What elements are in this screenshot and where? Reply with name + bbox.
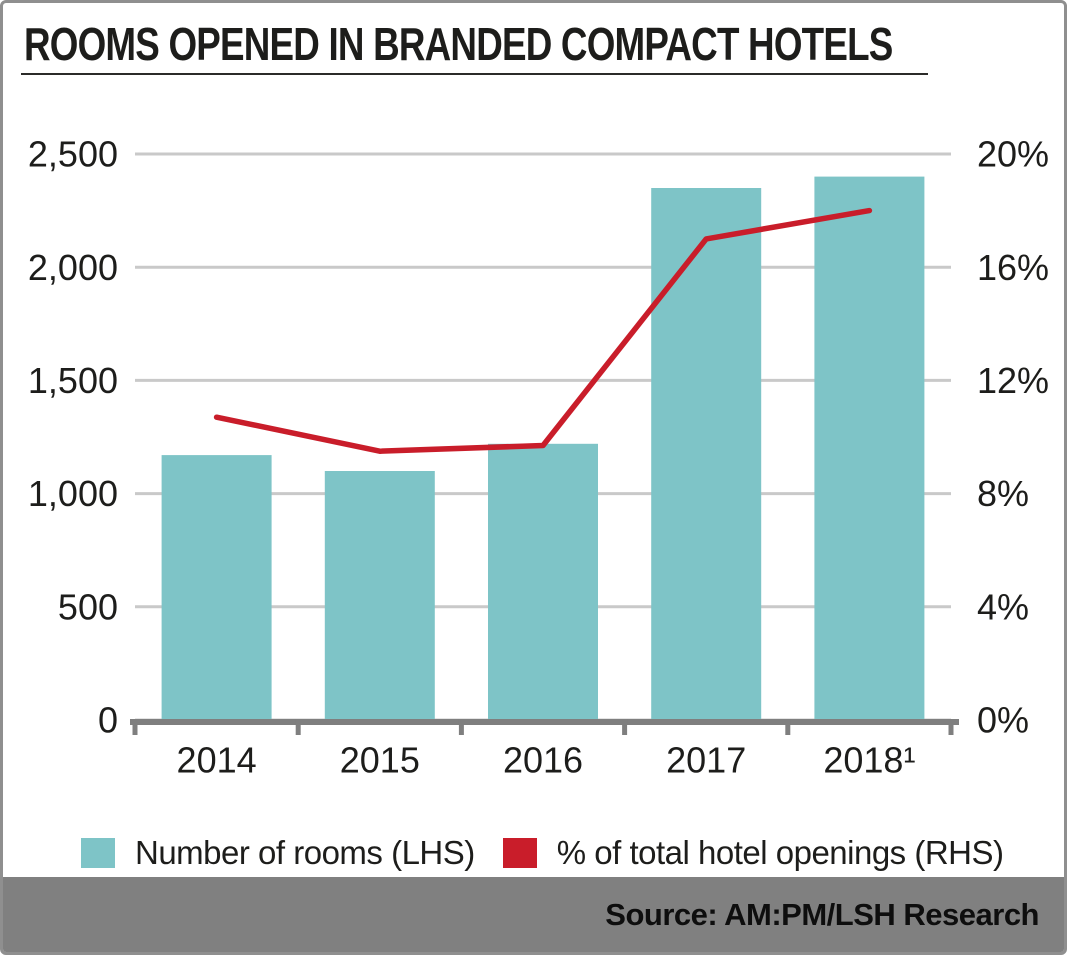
right-axis-label: 0%: [977, 700, 1029, 741]
bar-2014: [161, 455, 272, 720]
chart-svg: 0 500 1,000 1,500 2,000 2,500 0% 4% 8% 12% 16% 20% 2…: [28, 134, 1049, 781]
left-axis-label: 2,000: [28, 247, 118, 288]
x-axis-label: 2017: [666, 740, 746, 781]
openings-line: [213, 207, 873, 454]
x-axis-label: 2016: [503, 740, 583, 781]
legend-item-rooms: Number of rooms (LHS): [81, 834, 475, 872]
rooms-legend-label: Number of rooms (LHS): [135, 834, 475, 871]
x-axis-tick: [622, 719, 628, 735]
openings-legend-label: % of total hotel openings (RHS): [556, 834, 1004, 871]
x-axis-tick: [132, 719, 138, 735]
rooms-legend-swatch: [81, 838, 115, 868]
x-axis-line: [130, 719, 959, 725]
legend: Number of rooms (LHS) % of total hotel o…: [81, 834, 1004, 872]
right-axis-label: 8%: [977, 473, 1029, 514]
source-strip: Source: AM:PM/LSH Research: [3, 877, 1064, 952]
right-axis-label: 20%: [977, 134, 1049, 175]
bar-2016: [488, 443, 598, 720]
bar-2018: [814, 176, 925, 721]
title-rule: [21, 73, 928, 75]
x-axis-label: 2014: [177, 740, 257, 781]
left-axis-label: 0: [98, 700, 118, 741]
x-axis-label: 2015: [340, 740, 420, 781]
legend-item-openings: % of total hotel openings (RHS): [502, 834, 1004, 872]
chart-title: ROOMS OPENED IN BRANDED COMPACT HOTELS: [24, 18, 893, 70]
x-axis-tick: [458, 719, 464, 735]
openings-legend-swatch: [502, 838, 537, 868]
bar-2017: [651, 188, 762, 720]
right-axis-label: 16%: [977, 247, 1049, 288]
x-axis-tick: [785, 719, 791, 735]
source-text: Source: AM:PM/LSH Research: [605, 896, 1039, 932]
x-axis-tick: [948, 719, 954, 735]
left-axis-label: 1,500: [28, 360, 118, 401]
x-axis-tick: [295, 719, 301, 735]
left-axis-label: 1,000: [28, 473, 118, 514]
x-axis-label: 2018¹: [823, 740, 915, 781]
right-axis-label: 12%: [977, 360, 1049, 401]
bar-2015: [324, 471, 435, 720]
left-axis-label: 2,500: [28, 134, 118, 175]
left-axis-label: 500: [58, 586, 118, 627]
right-axis-label: 4%: [977, 586, 1029, 627]
